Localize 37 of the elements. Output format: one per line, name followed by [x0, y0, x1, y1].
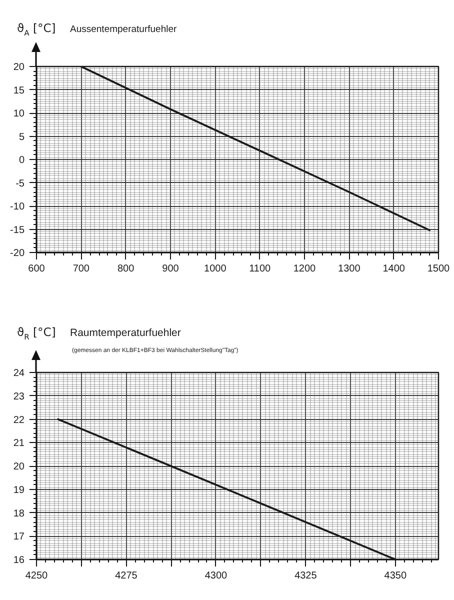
x-tick-label: 4275 [115, 570, 138, 582]
x-tick-label: 4250 [25, 570, 48, 582]
chart-title: Raumtemperaturfuehler [70, 327, 181, 340]
x-tick-label: 1200 [293, 264, 316, 274]
x-tick-label: 4325 [294, 570, 318, 582]
y-tick-label: 20 [13, 462, 25, 472]
y-tick-label: 17 [13, 532, 25, 543]
x-tick-label: 1000 [204, 264, 227, 274]
y-tick-label: 5 [18, 132, 25, 143]
y-tick-label: -15 [10, 224, 25, 236]
y-tick-label: -10 [10, 202, 25, 212]
x-tick-label: 1100 [249, 264, 272, 274]
x-tick-label: 1500 [427, 264, 450, 274]
y-tick-label: -5 [16, 178, 25, 190]
y-tick-label: 20 [13, 62, 25, 73]
y-tick-label: 24 [13, 368, 25, 379]
y-tick-label: 16 [13, 555, 25, 566]
y-tick-label: 18 [13, 508, 25, 520]
chart-title: Aussentemperaturfuehler [70, 24, 177, 35]
y-tick-label: 22 [13, 414, 25, 426]
y-tick-label: 15 [13, 85, 25, 96]
x-tick-label: 1400 [382, 264, 406, 274]
x-tick-label: 600 [28, 264, 46, 274]
x-tick-label: 1300 [338, 264, 361, 274]
y-tick-label: 23 [13, 391, 25, 402]
y-tick-label: 21 [13, 438, 25, 450]
y-tick-label: 19 [13, 484, 25, 496]
x-tick-label: 900 [162, 264, 180, 274]
y-tick-label: -20 [10, 248, 25, 259]
y-tick-label: 0 [18, 155, 25, 166]
x-tick-label: 800 [117, 264, 135, 274]
y-axis-title: ϑ$_{R}$ [°C] [17, 325, 56, 342]
y-tick-label: 10 [13, 108, 25, 120]
x-tick-label: 4300 [204, 570, 228, 582]
x-tick-label: 700 [72, 264, 90, 274]
y-axis-title: ϑ$_{A}$ [°C] [17, 21, 56, 38]
x-tick-label: 4350 [384, 570, 407, 582]
